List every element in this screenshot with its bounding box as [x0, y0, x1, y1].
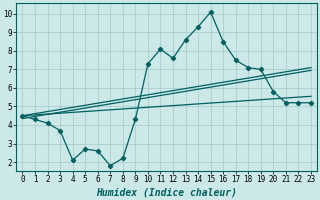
- X-axis label: Humidex (Indice chaleur): Humidex (Indice chaleur): [96, 187, 237, 197]
